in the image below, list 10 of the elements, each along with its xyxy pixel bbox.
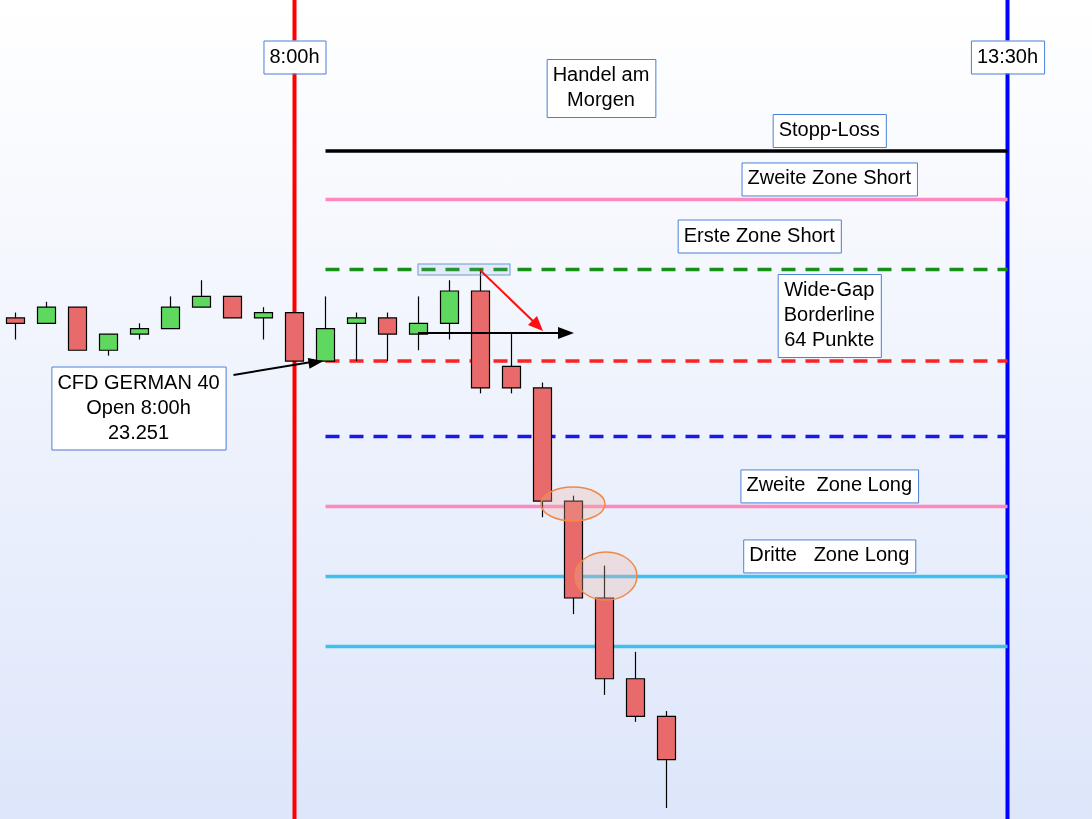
ref-line-label: Dritte Zone Long [749,543,910,566]
text: Handel am Morgen [552,63,650,111]
ref-line-label: Wide-Gap Borderline 64 Punkte [783,278,875,351]
text: 8:00h [269,44,320,67]
ref-line-label: Zweite Zone Long [746,473,913,496]
annotation: CFD GERMAN 40 Open 8:00h 23.251 [57,370,220,443]
ref-line-label: Stopp-Loss [778,118,880,141]
ref-line-label: Zweite Zone Short [747,166,912,189]
text: Erste Zone Short [683,223,836,246]
text: 13:30h [976,44,1039,67]
